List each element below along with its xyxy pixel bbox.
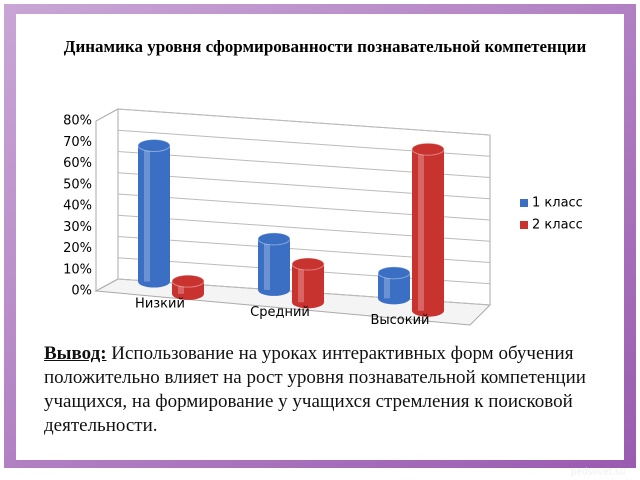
y-tick-label: 40% [63,199,92,214]
y-tick-label: 10% [63,262,92,277]
cylinder-bottom [258,283,290,296]
cylinder-top [291,257,325,271]
side-wall [95,108,119,292]
chart-title: Динамика уровня сформированности познава… [63,37,587,56]
legend-label: 2 класс [532,218,583,233]
cylinder-bottom [378,292,410,305]
cylinder-top [257,232,291,246]
watermark: pedsovet.su [571,468,626,478]
bar [257,232,291,296]
bar [137,139,171,288]
x-tick-label: Высокий [370,313,429,328]
cylinder-body [292,264,324,303]
legend-label: 1 класс [532,196,583,211]
cylinder-shine [178,281,184,294]
cylinder-shine [418,149,424,311]
cylinder-shine [384,272,390,299]
bar [291,257,325,309]
y-tick-label: 0% [71,284,92,299]
y-tick-label: 60% [63,156,92,171]
bar [377,266,411,305]
cylinder-body [258,238,290,290]
cylinder-shine [264,238,270,290]
legend-swatch [520,199,528,207]
conclusion-text: Использование на уроках интерактивных фо… [44,343,586,436]
cylinder-body [138,145,170,282]
grid-line [117,108,491,136]
y-tick-label: 20% [63,241,92,256]
cylinder-bottom [292,296,324,309]
y-tick-label: 30% [63,220,92,235]
bar [411,142,445,317]
cylinder-top [411,142,445,156]
cylinder-top [137,139,171,153]
y-tick-label: 80% [63,114,92,129]
cylinder-bottom [412,304,444,317]
y-tick-label: 50% [63,177,92,192]
cylinder-body [412,149,444,311]
cylinder-bottom [172,287,204,300]
legend-swatch [520,221,528,229]
cylinder-top [377,266,411,280]
y-tick-label: 70% [63,135,92,150]
x-tick-label: Низкий [135,296,185,311]
conclusion-lead: Вывод: [44,343,107,364]
cylinder-top [171,274,205,288]
bar [171,274,205,300]
conclusion: Вывод: Использование на уроках интеракти… [44,342,604,438]
x-tick-label: Средний [250,305,310,320]
cylinder-bottom [138,275,170,288]
cylinder-shine [298,264,304,303]
cylinder-shine [144,145,150,282]
